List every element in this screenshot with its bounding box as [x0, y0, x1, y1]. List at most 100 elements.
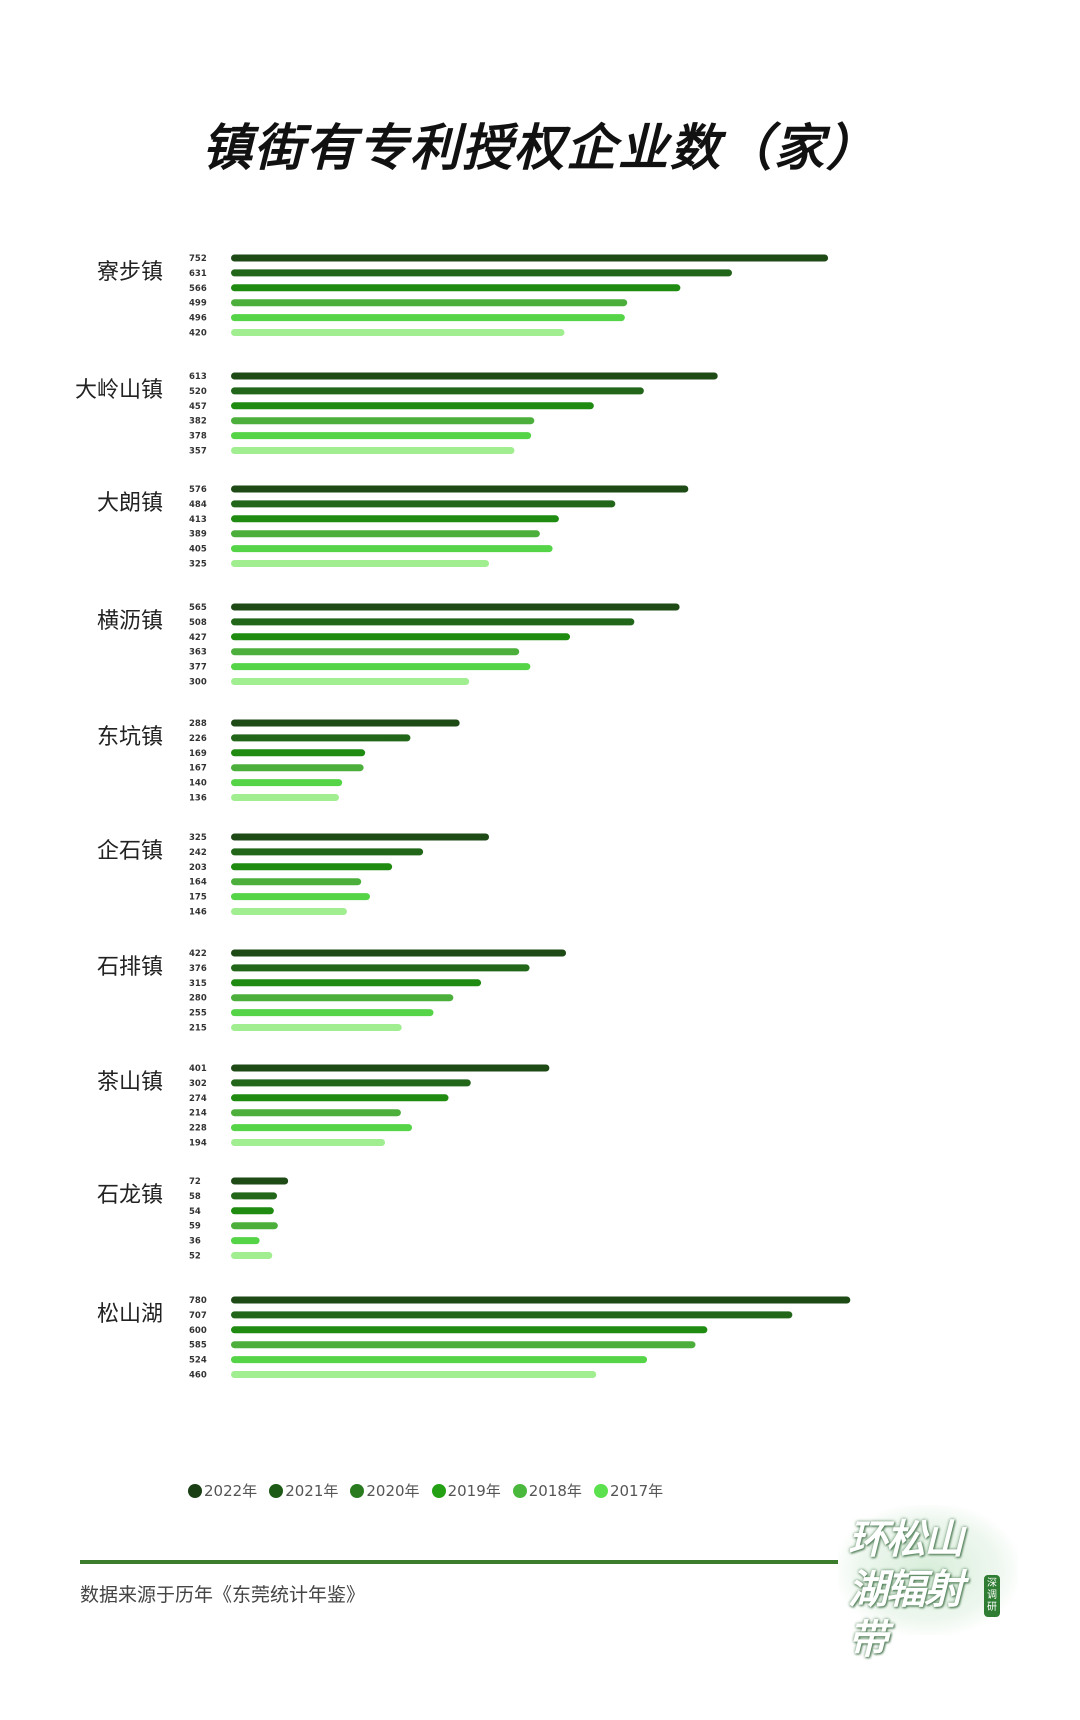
value-label: 752: [189, 254, 207, 264]
value-label: 566: [189, 284, 207, 294]
value-label: 228: [189, 1124, 207, 1134]
value-label: 54: [189, 1207, 201, 1217]
value-label: 576: [189, 485, 207, 495]
bar: [231, 500, 616, 508]
value-label: 613: [189, 372, 207, 382]
value-label: 164: [189, 878, 207, 888]
category-label: 横沥镇: [97, 609, 163, 634]
value-label: 377: [189, 663, 207, 673]
legend-label: 2022年: [204, 1482, 258, 1500]
value-label: 508: [189, 618, 207, 628]
value-label: 194: [189, 1139, 207, 1149]
bar: [231, 1109, 401, 1117]
value-label: 382: [189, 417, 207, 427]
bar: [231, 848, 424, 856]
value-label: 58: [189, 1192, 201, 1202]
legend-label: 2017年: [609, 1482, 664, 1500]
value-label: 274: [189, 1094, 207, 1104]
bar: [231, 1252, 273, 1259]
value-label: 169: [189, 749, 207, 759]
chart-title: 镇街有专利授权企业数（家）: [202, 119, 878, 177]
legend-swatch-icon: [188, 1483, 202, 1498]
category-label: 茶山镇: [97, 1070, 163, 1095]
bar: [231, 1207, 274, 1215]
legend-item: 2018年: [512, 1480, 582, 1501]
value-label: 631: [189, 269, 207, 279]
bar: [231, 417, 535, 425]
value-label: 136: [189, 794, 207, 804]
legend-item: 2020年: [350, 1480, 420, 1501]
bar: [231, 1356, 648, 1364]
logo-lettering: 环松山湖辐射带: [848, 1517, 964, 1663]
value-label: 520: [189, 387, 207, 397]
bar: [231, 1024, 402, 1031]
bar: [231, 994, 454, 1002]
value-label: 36: [189, 1237, 201, 1247]
value-label: 167: [189, 764, 207, 774]
bar: [231, 299, 628, 307]
bar: [231, 485, 689, 493]
value-label: 420: [189, 329, 207, 339]
category-label: 大朗镇: [97, 491, 163, 516]
bar: [231, 515, 559, 523]
bar: [231, 1177, 289, 1185]
bar: [231, 1296, 851, 1304]
bar: [231, 1079, 471, 1087]
legend-item: 2017年: [593, 1480, 664, 1501]
bar: [231, 432, 532, 440]
value-label: 215: [189, 1024, 207, 1034]
bar: [231, 1064, 550, 1072]
value-label: 315: [189, 979, 207, 989]
bar: [231, 863, 393, 871]
value-label: 52: [189, 1252, 201, 1262]
bar-chart: 寮步镇 752 631 566 499 496 420 大岭山镇 613 520 457 382 378…: [75, 254, 851, 1381]
bar: [231, 663, 531, 671]
value-label: 255: [189, 1009, 207, 1019]
bar: [231, 1192, 278, 1200]
value-label: 780: [189, 1296, 207, 1306]
value-label: 72: [189, 1177, 201, 1187]
bar: [231, 1237, 260, 1245]
bar: [231, 603, 680, 611]
bar: [231, 1341, 696, 1349]
bar: [231, 284, 681, 292]
value-label: 203: [189, 863, 207, 873]
legend-item: 2019年: [431, 1480, 501, 1501]
bar: [231, 1222, 278, 1230]
value-label: 427: [189, 633, 207, 643]
legend-label: 2021年: [285, 1482, 339, 1500]
value-label: 300: [189, 678, 207, 688]
legend-swatch-icon: [350, 1483, 365, 1498]
value-label: 376: [189, 964, 207, 974]
bar: [231, 878, 362, 886]
bar: [231, 949, 567, 957]
bar: [231, 560, 490, 567]
bar: [231, 618, 635, 626]
bar: [231, 329, 565, 336]
bar: [231, 734, 411, 742]
value-label: 600: [189, 1326, 207, 1336]
legend-item: 2021年: [269, 1480, 338, 1501]
category-label: 寮步镇: [97, 260, 163, 285]
bar: [231, 314, 625, 322]
bar: [231, 779, 343, 787]
legend-label: 2018年: [528, 1482, 582, 1500]
bar: [231, 764, 364, 772]
legend-swatch-icon: [593, 1483, 608, 1498]
legend-swatch-icon: [512, 1483, 527, 1498]
value-label: 214: [189, 1109, 207, 1119]
bar: [231, 648, 520, 656]
value-label: 378: [189, 432, 207, 442]
value-label: 524: [189, 1356, 207, 1366]
logo-badge: 深调研: [984, 1575, 1000, 1617]
bar: [231, 908, 347, 915]
value-label: 280: [189, 994, 207, 1004]
bar: [231, 719, 460, 727]
bar: [231, 1139, 386, 1146]
bar: [231, 1311, 793, 1319]
bar: [231, 530, 540, 538]
value-label: 484: [189, 500, 207, 510]
category-label: 石龙镇: [97, 1183, 163, 1208]
value-label: 325: [189, 560, 207, 570]
value-label: 585: [189, 1341, 207, 1351]
